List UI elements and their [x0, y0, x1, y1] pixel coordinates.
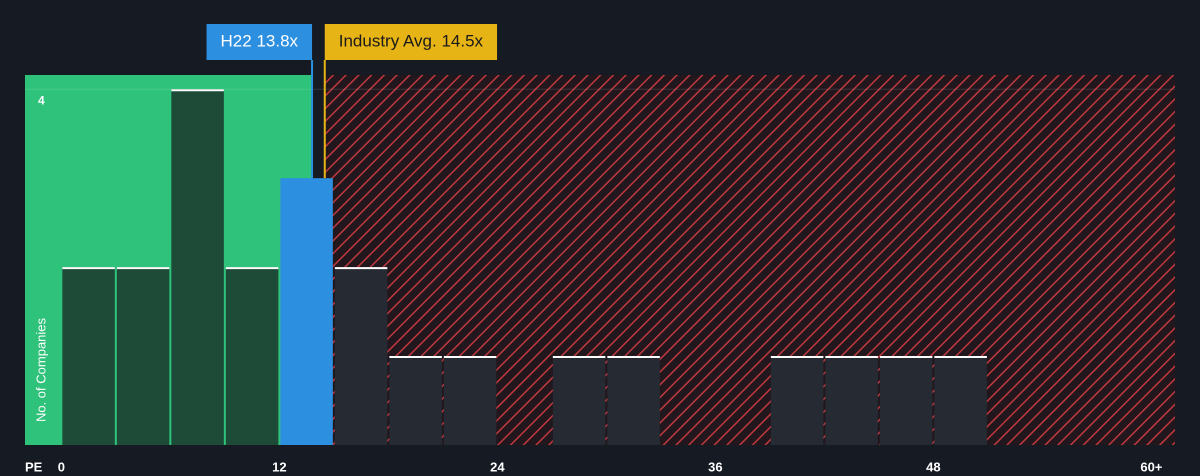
x-tick-label: 24 [490, 459, 505, 474]
x-tick-label: 0 [58, 459, 65, 474]
x-tick-label: 36 [708, 459, 722, 474]
industry-label: Industry Avg. 14.5x [339, 31, 484, 50]
bar [225, 267, 279, 445]
bar [389, 356, 442, 445]
bar [62, 267, 115, 445]
y-tick-label: 4 [38, 93, 45, 107]
bar [770, 356, 824, 445]
industry-box [324, 24, 498, 60]
x-tick-label: 12 [272, 459, 286, 474]
x-tick-label: 60+ [1140, 459, 1162, 474]
bar [334, 267, 388, 445]
y-axis-label: No. of Companies [33, 317, 48, 422]
x-tick-label: 48 [926, 459, 940, 474]
bar [934, 356, 987, 445]
bar [280, 178, 333, 445]
bar [879, 356, 933, 445]
bar [825, 356, 878, 445]
bar [116, 267, 170, 445]
company-box [206, 24, 313, 60]
company-label: H22 13.8x [221, 31, 299, 50]
bar [607, 356, 660, 445]
x-axis-label: PE [25, 459, 43, 474]
bar [552, 356, 606, 445]
bar [443, 356, 497, 445]
bar [171, 89, 224, 445]
